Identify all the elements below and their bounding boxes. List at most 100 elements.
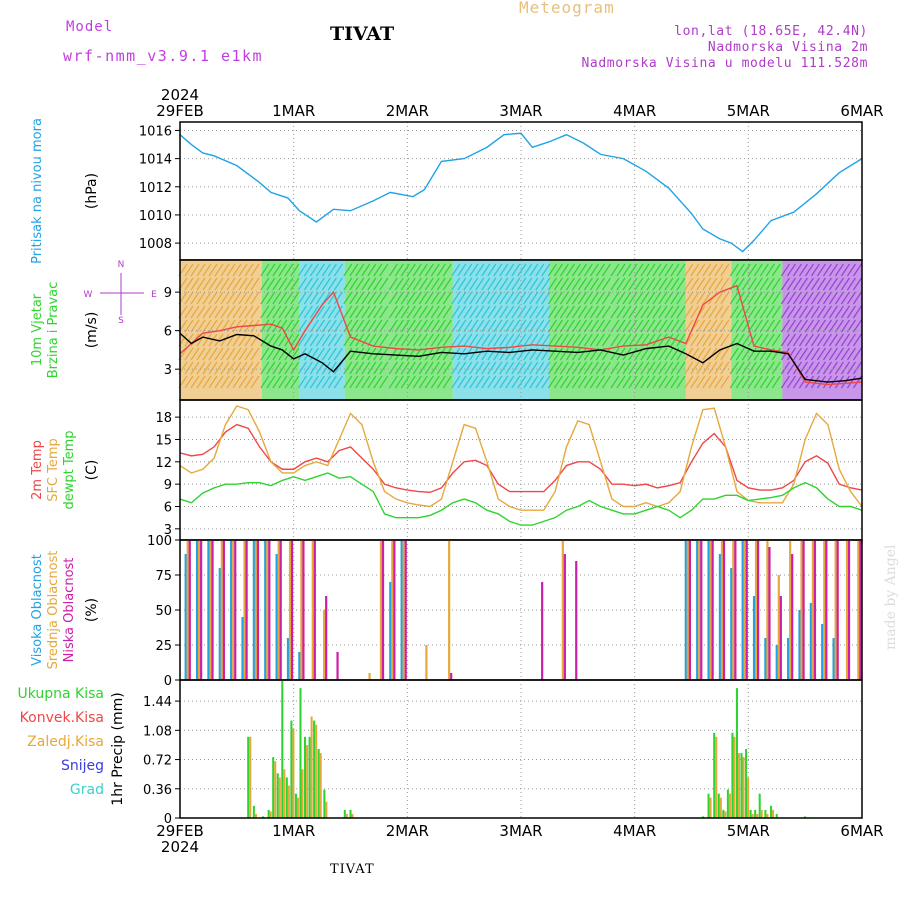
wind-barb [690, 305, 700, 319]
wind-barb [622, 263, 632, 277]
wind-barb [547, 263, 557, 277]
wind-barb [846, 277, 856, 291]
wind-barb [517, 361, 527, 375]
wind-barb [798, 347, 808, 361]
wind-barb [622, 277, 632, 291]
wind-barb [260, 305, 270, 319]
wind-barb [442, 291, 452, 305]
wind-barb [759, 347, 769, 361]
precip-bar-green [252, 805, 255, 818]
wind-barb [840, 319, 850, 333]
wind-barb [278, 361, 288, 375]
wind-barb [272, 375, 282, 389]
wind-barb [577, 375, 587, 389]
wind-barb [463, 291, 473, 305]
wind-barb [792, 333, 802, 347]
wind-barb [622, 361, 632, 375]
y-tick-label: 18 [155, 411, 172, 426]
wind-barb [834, 319, 844, 333]
wind-barb [394, 361, 404, 375]
wind-barb [553, 375, 563, 389]
y-legend-label: SFC Temp [46, 438, 61, 502]
precip-bar-green [770, 805, 773, 818]
wind-barb [565, 263, 575, 277]
wind-barb [303, 333, 313, 347]
wind-barb [469, 263, 479, 277]
wind-barb [714, 319, 724, 333]
wind-barb [559, 277, 569, 291]
time-label-bottom: 3MAR [499, 822, 542, 840]
wind-barb [565, 347, 575, 361]
wind-barb [601, 277, 611, 291]
wind-barb [499, 361, 509, 375]
wind-barb [622, 319, 632, 333]
wind-barb [232, 375, 242, 389]
precip-bar-green [299, 688, 302, 818]
wind-barb [355, 277, 365, 291]
panel-frame [179, 679, 863, 819]
wind-barb [828, 361, 838, 375]
wind-barb [741, 277, 751, 291]
wind-barb [333, 319, 343, 333]
wind-barb [846, 305, 856, 319]
wind-barb [355, 361, 365, 375]
wind-barb [451, 347, 461, 361]
wind-barb [735, 319, 745, 333]
wind-barb [430, 305, 440, 319]
wind-barb [535, 277, 545, 291]
wind-barb [290, 263, 300, 277]
wind-barb [804, 333, 814, 347]
precip-bar-orange [709, 797, 712, 818]
wind-barb [499, 263, 509, 277]
wind-barb [272, 277, 282, 291]
wind-barb [250, 277, 260, 291]
wind-barb [272, 333, 282, 347]
y-tick-label: 25 [155, 639, 172, 654]
wind-barb [741, 319, 751, 333]
wind-barb [517, 375, 527, 389]
wind-barb [652, 291, 662, 305]
wind-barb [430, 263, 440, 277]
wind-barb [303, 361, 313, 375]
wind-barb [499, 277, 509, 291]
precip-bar-green [749, 809, 752, 818]
wind-barb [846, 291, 856, 305]
wind-barb [424, 361, 434, 375]
y-unit-label: (hPa) [84, 173, 100, 209]
wind-barb [333, 263, 343, 277]
wind-barb [634, 305, 644, 319]
wind-barb [260, 277, 270, 291]
wind-barb [747, 347, 757, 361]
wind-barb [822, 361, 832, 375]
wind-barb [457, 361, 467, 375]
wind-barb [457, 291, 467, 305]
wind-barb [720, 333, 730, 347]
series-line-black [179, 332, 863, 383]
wind-barb [184, 319, 194, 333]
wind-barb [690, 263, 700, 277]
wind-barb [343, 375, 353, 389]
precip-bar-green [740, 753, 743, 818]
wind-barb [463, 333, 473, 347]
wind-barb [816, 305, 826, 319]
precip-bar-green [267, 809, 270, 818]
wind-barb [232, 263, 242, 277]
wind-barb [349, 277, 359, 291]
precip-bar-green [707, 793, 710, 818]
wind-barb [373, 319, 383, 333]
wind-barb-group [610, 263, 686, 389]
wind-barb [571, 375, 581, 389]
wind-barb [702, 291, 712, 305]
precip-bar-orange [756, 813, 759, 818]
wind-barb [412, 291, 422, 305]
wind-barb [406, 305, 416, 319]
wind-barb [753, 361, 763, 375]
wind-barb [272, 361, 282, 375]
wind-barb [771, 361, 781, 375]
wind-barb [601, 375, 611, 389]
wind-barb [238, 291, 248, 305]
wind-barb [670, 319, 680, 333]
precip-bar-green [281, 680, 284, 818]
wind-barb [720, 291, 730, 305]
